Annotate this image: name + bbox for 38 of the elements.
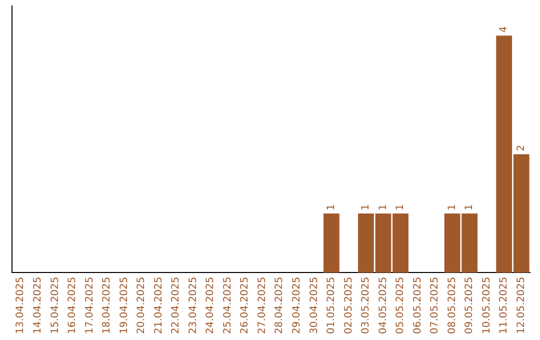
x-tick-label: 01.05.2025 [326, 276, 338, 334]
data-label: 1 [378, 204, 389, 210]
x-tick-label: 24.04.2025 [205, 276, 216, 334]
data-label: 1 [326, 204, 338, 210]
x-tick-label: 12.05.2025 [516, 276, 527, 334]
x-tick-label: 16.04.2025 [67, 276, 78, 334]
data-label: 1 [446, 204, 458, 210]
x-tick-label: 06.05.2025 [412, 276, 424, 334]
x-tick-label: 19.04.2025 [118, 276, 130, 334]
x-tick-label: 28.04.2025 [274, 276, 286, 334]
data-label: 1 [360, 204, 372, 210]
x-tick-label: 21.04.2025 [153, 276, 164, 334]
x-tick-label: 03.05.2025 [360, 276, 372, 334]
x-tick-label: 05.05.2025 [395, 276, 406, 334]
x-tick-label: 10.05.2025 [481, 276, 492, 334]
x-tick-label: 02.05.2025 [343, 276, 354, 334]
x-tick-label: 26.04.2025 [240, 276, 251, 334]
x-tick-label: 25.04.2025 [222, 276, 234, 334]
x-tick-label: 13.04.2025 [15, 276, 26, 334]
x-tick-label: 08.05.2025 [446, 276, 458, 334]
x-tick-label: 11.05.2025 [498, 276, 510, 334]
x-tick-label: 23.04.2025 [188, 276, 199, 334]
x-tick-label: 17.04.2025 [84, 276, 96, 334]
x-tick-label: 18.04.2025 [102, 276, 113, 334]
x-tick-label: 04.05.2025 [378, 276, 389, 334]
data-label: 4 [498, 26, 510, 33]
x-tick-label: 30.04.2025 [308, 276, 320, 334]
data-label: 2 [516, 144, 527, 152]
x-tick-label: 22.04.2025 [170, 276, 182, 334]
data-label: 1 [395, 204, 406, 210]
x-tick-label: 20.04.2025 [136, 276, 148, 334]
x-tick-label: 15.04.2025 [50, 276, 61, 334]
x-tick-label: 07.05.2025 [430, 276, 441, 334]
x-tick-label: 27.04.2025 [256, 276, 268, 334]
data-label: 1 [464, 204, 476, 210]
x-tick-label: 14.04.2025 [32, 276, 44, 334]
x-tick-label: 09.05.2025 [464, 276, 476, 334]
x-tick-label: 29.04.2025 [291, 276, 302, 334]
